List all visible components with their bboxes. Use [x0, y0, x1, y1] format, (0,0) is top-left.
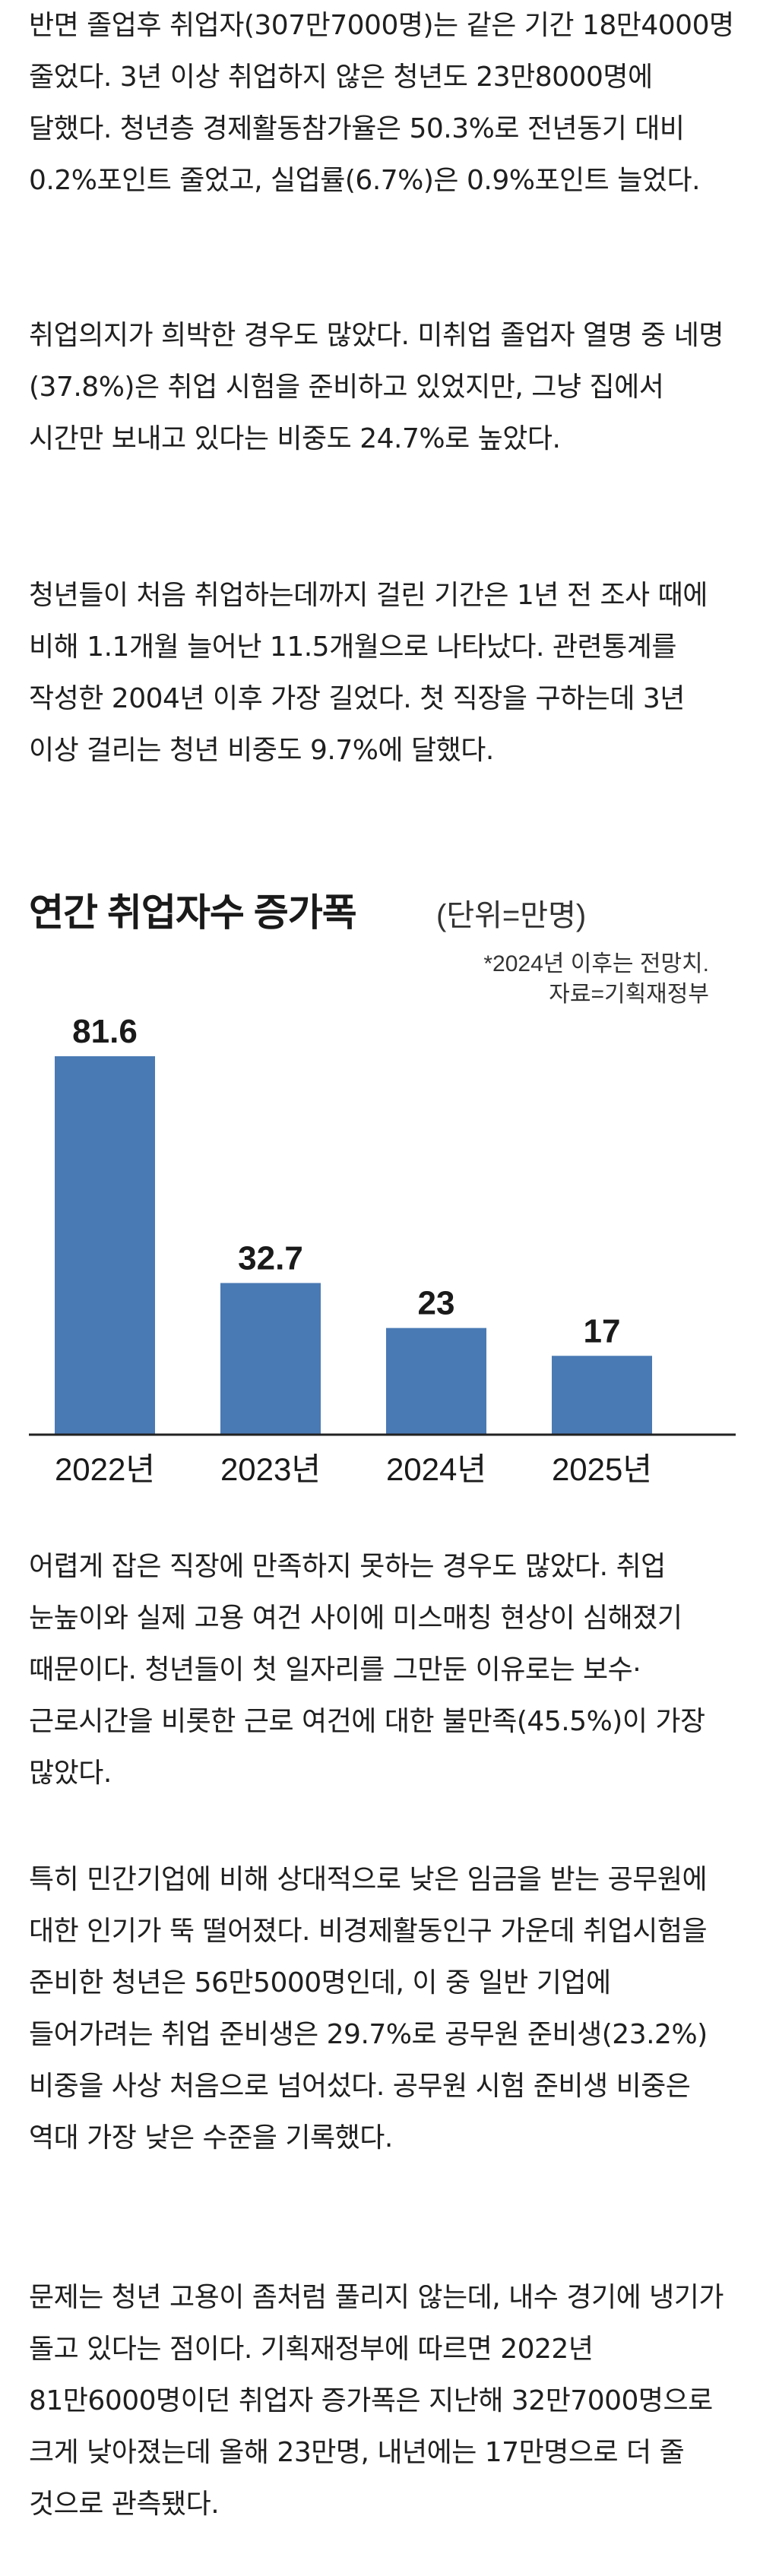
bars-group: 81.6 2022년 32.7 2023년 23 2024년 17 2025년 — [55, 1013, 652, 1487]
bar — [386, 1328, 486, 1435]
article-paragraph: 문제는 청년 고용이 좀처럼 풀리지 않는데, 내수 경기에 냉기가 돌고 있다… — [29, 2282, 724, 2520]
category-label: 2025년 — [552, 1451, 652, 1487]
article-paragraph: 어렵게 잡은 직장에 만족하지 못하는 경우도 많았다. 취업 눈높이와 실제 … — [29, 1551, 705, 1789]
chart-title: 연간 취업자수 증가폭 — [29, 891, 356, 934]
category-label: 2023년 — [220, 1451, 321, 1487]
chart-note: *2024년 이후는 전망치. — [483, 951, 709, 976]
category-label: 2022년 — [55, 1451, 155, 1487]
bar-value-label: 17 — [584, 1312, 621, 1350]
employment-growth-chart: 연간 취업자수 증가폭 (단위=만명) *2024년 이후는 전망치. 자료=기… — [29, 889, 736, 1505]
bar-value-label: 81.6 — [72, 1013, 138, 1050]
article-paragraph: 특히 민간기업에 비해 상대적으로 낮은 임금을 받는 공무원에 대한 인기가 … — [29, 1864, 708, 2154]
category-label: 2024년 — [386, 1451, 486, 1487]
bar — [55, 1056, 155, 1435]
article-paragraph: 반면 졸업후 취업자(307만7000명)는 같은 기간 18만4000명 줄었… — [29, 10, 734, 196]
bar — [220, 1283, 321, 1435]
bar — [552, 1356, 652, 1435]
article-paragraph: 취업의지가 희박한 경우도 많았다. 미취업 졸업자 열명 중 네명(37.8%… — [29, 320, 724, 454]
bar-value-label: 23 — [418, 1285, 455, 1322]
bar-value-label: 32.7 — [238, 1239, 303, 1277]
chart-source: 자료=기획재정부 — [549, 982, 709, 1007]
article-paragraph: 청년들이 처음 취업하는데까지 걸린 기간은 1년 전 조사 때에 비해 1.1… — [29, 580, 708, 766]
chart-unit: (단위=만명) — [436, 899, 586, 932]
bar-chart-svg: 연간 취업자수 증가폭 (단위=만명) *2024년 이후는 전망치. 자료=기… — [29, 891, 736, 1487]
